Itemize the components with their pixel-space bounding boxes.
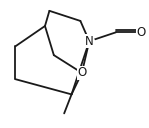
Text: N: N [85, 35, 94, 48]
Text: O: O [136, 26, 146, 39]
Text: O: O [77, 66, 87, 79]
